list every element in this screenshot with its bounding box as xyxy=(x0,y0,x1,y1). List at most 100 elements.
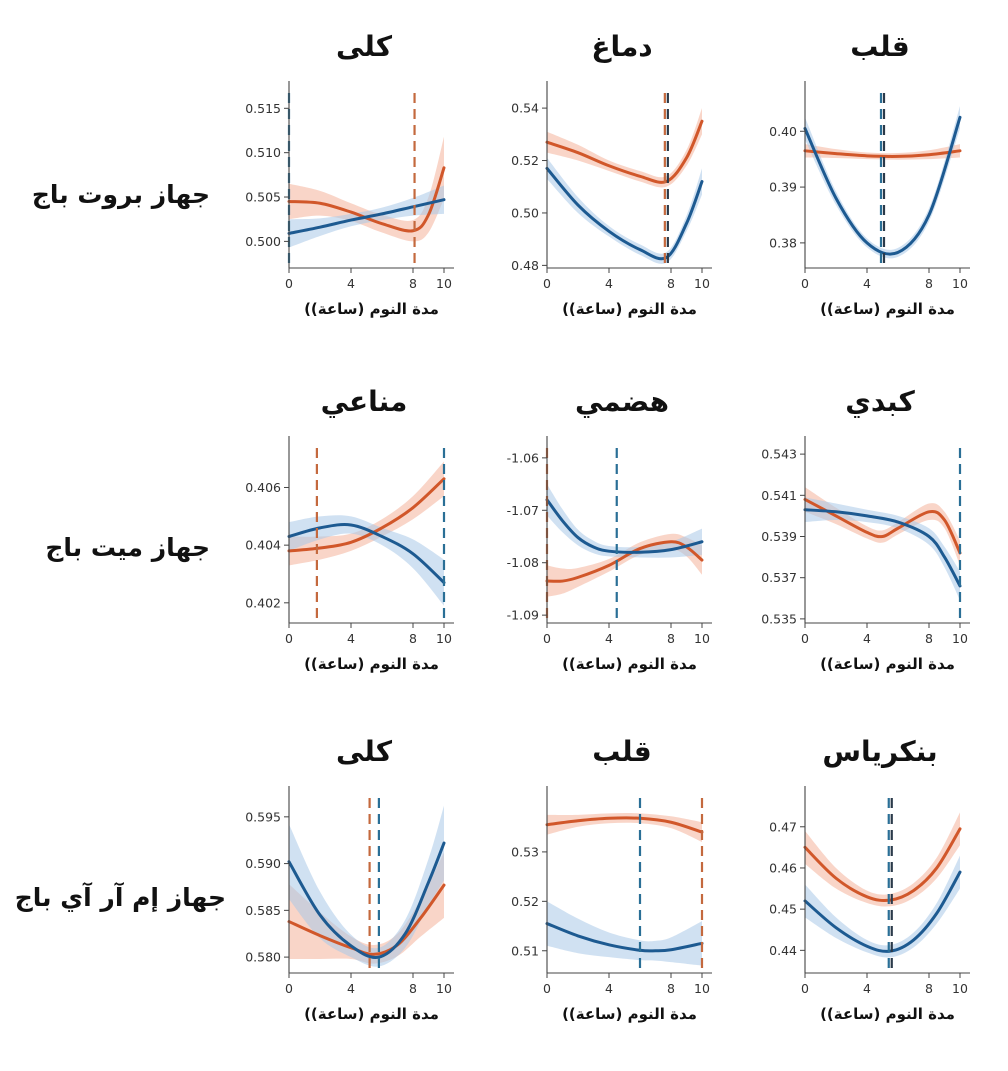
y-tick-label: 0.45 xyxy=(769,902,797,917)
blue-confidence-band xyxy=(289,515,444,606)
x-axis-label: مدة النوم (ساعة)) xyxy=(820,300,955,318)
y-tick-label: 0.52 xyxy=(511,153,539,168)
chart-title: قلب xyxy=(850,30,910,63)
orange-series-line xyxy=(287,883,446,956)
y-tick-label: 0.404 xyxy=(245,538,281,553)
chart-panel: مناعي 0.402 0.404 0.406 0 4 8 10 مدة النوم (ساعة… xyxy=(234,385,494,675)
chart-panel: كلى 0.500 0.505 0.510 0.515 0 4 8 10 مدة النوم (س… xyxy=(234,30,494,320)
x-tick-label: 4 xyxy=(605,631,613,646)
y-tick-label: 0.54 xyxy=(511,101,539,116)
blue-series-line xyxy=(803,115,962,256)
x-tick-label: 8 xyxy=(925,276,933,291)
orange-confidence-band xyxy=(805,812,960,907)
chart-svg: 0.48 0.50 0.52 0.54 0 4 8 10 مدة النوم (ساعة)) xyxy=(511,81,712,318)
y-tick-label: -1.07 xyxy=(507,503,539,518)
orange-confidence-band xyxy=(289,136,444,242)
x-tick-label: 10 xyxy=(436,631,452,646)
y-tick-label: 0.48 xyxy=(511,258,539,273)
x-tick-label: 4 xyxy=(863,981,871,996)
chart-panel: قلب 0.38 0.39 0.40 0 4 8 10 مدة النوم (ساعة)) xyxy=(750,30,1008,320)
chart-svg: -1.06 -1.07 -1.08 -1.09 0 4 8 10 مدة النوم (ساعة… xyxy=(507,436,712,673)
x-tick-label: 0 xyxy=(543,276,551,291)
blue-series-line xyxy=(287,841,446,959)
x-tick-label: 8 xyxy=(409,276,417,291)
chart-panel: قلب 0.51 0.52 0.53 0 4 8 10 مدة النوم (ساعة)) xyxy=(492,735,752,1025)
x-tick-label: 0 xyxy=(543,631,551,646)
chart-title: كلى xyxy=(335,735,393,768)
y-tick-label: 0.535 xyxy=(761,611,797,626)
row-label-mri: جهاز إم آر آي باج xyxy=(14,883,226,912)
x-tick-label: 0 xyxy=(285,631,293,646)
x-tick-label: 8 xyxy=(925,981,933,996)
x-tick-label: 0 xyxy=(801,276,809,291)
orange-series-line xyxy=(545,119,704,184)
x-axis-label: مدة النوم (ساعة)) xyxy=(820,655,955,673)
orange-series-line xyxy=(287,166,446,233)
chart-title: كبدي xyxy=(845,385,915,418)
x-tick-label: 4 xyxy=(863,631,871,646)
y-tick-label: 0.585 xyxy=(245,903,281,918)
chart-panel: كلى 0.580 0.585 0.590 0.595 0 4 8 10 مدة النوم (س… xyxy=(234,735,494,1025)
y-tick-label: 0.53 xyxy=(511,844,539,859)
y-tick-label: 0.52 xyxy=(511,894,539,909)
chart-svg: 0.535 0.537 0.539 0.541 0.543 0 4 8 10 مدة النوم … xyxy=(761,436,970,673)
chart-svg: 0.500 0.505 0.510 0.515 0 4 8 10 مدة النوم (ساعة… xyxy=(245,81,454,318)
chart-title: قلب xyxy=(592,735,652,768)
x-tick-label: 8 xyxy=(667,981,675,996)
chart-panel: هضمي -1.06 -1.07 -1.08 -1.09 0 4 8 10 مدة النوم (… xyxy=(492,385,752,675)
y-tick-label: 0.580 xyxy=(245,950,281,965)
y-tick-label: 0.406 xyxy=(245,480,281,495)
x-tick-label: 8 xyxy=(409,981,417,996)
x-tick-label: 0 xyxy=(543,981,551,996)
x-tick-label: 10 xyxy=(952,631,968,646)
x-tick-label: 4 xyxy=(605,981,613,996)
y-tick-label: 0.50 xyxy=(511,205,539,220)
y-tick-label: 0.40 xyxy=(769,124,797,139)
y-tick-label: 0.537 xyxy=(761,570,797,585)
orange-confidence-band xyxy=(805,487,960,566)
chart-panel: دماغ 0.48 0.50 0.52 0.54 0 4 8 10 مدة النوم (ساعة… xyxy=(492,30,752,320)
x-tick-label: 0 xyxy=(801,631,809,646)
x-axis-label: مدة النوم (ساعة)) xyxy=(304,300,439,318)
blue-series-line xyxy=(545,166,704,261)
orange-series-line xyxy=(803,497,962,555)
y-tick-label: 0.51 xyxy=(511,943,539,958)
orange-confidence-band xyxy=(289,461,444,566)
y-tick-label: 0.510 xyxy=(245,145,281,160)
x-axis-label: مدة النوم (ساعة)) xyxy=(562,1005,697,1023)
chart-panel: بنكرياس 0.44 0.45 0.46 0.47 0 4 8 10 مدة النوم (س… xyxy=(750,735,1008,1025)
y-tick-label: -1.09 xyxy=(507,608,539,623)
x-axis-label: مدة النوم (ساعة)) xyxy=(820,1005,955,1023)
x-tick-label: 10 xyxy=(436,981,452,996)
y-tick-label: 0.543 xyxy=(761,447,797,462)
x-tick-label: 8 xyxy=(409,631,417,646)
chart-svg: 0.44 0.45 0.46 0.47 0 4 8 10 مدة النوم (ساعة)) xyxy=(769,786,970,1023)
y-tick-label: -1.08 xyxy=(507,555,539,570)
orange-series-line xyxy=(803,827,962,903)
y-tick-label: 0.505 xyxy=(245,190,281,205)
blue-series-line xyxy=(545,498,704,554)
orange-series-line xyxy=(545,816,704,834)
x-tick-label: 10 xyxy=(952,981,968,996)
y-tick-label: 0.46 xyxy=(769,860,797,875)
y-tick-label: 0.47 xyxy=(769,819,797,834)
x-axis-label: مدة النوم (ساعة)) xyxy=(304,1005,439,1023)
x-tick-label: 0 xyxy=(285,981,293,996)
chart-svg: 0.38 0.39 0.40 0 4 8 10 مدة النوم (ساعة)) xyxy=(769,81,970,318)
y-tick-label: 0.38 xyxy=(769,235,797,250)
chart-panel: كبدي 0.535 0.537 0.539 0.541 0.543 0 4 8 10 مدة ال… xyxy=(750,385,1008,675)
x-tick-label: 4 xyxy=(347,981,355,996)
chart-title: مناعي xyxy=(320,385,408,418)
x-tick-label: 4 xyxy=(605,276,613,291)
y-tick-label: 0.500 xyxy=(245,234,281,249)
chart-svg: 0.402 0.404 0.406 0 4 8 10 مدة النوم (ساعة)) xyxy=(245,436,454,673)
x-tick-label: 4 xyxy=(863,276,871,291)
row-label-met: جهاز ميت باج xyxy=(45,533,210,562)
chart-title: كلى xyxy=(335,30,393,63)
blue-series-line xyxy=(803,508,962,588)
chart-svg: 0.580 0.585 0.590 0.595 0 4 8 10 مدة النوم (ساعة… xyxy=(245,786,454,1023)
x-tick-label: 4 xyxy=(347,631,355,646)
chart-title: دماغ xyxy=(591,30,653,63)
y-tick-label: 0.44 xyxy=(769,943,797,958)
blue-series-line xyxy=(803,870,962,953)
